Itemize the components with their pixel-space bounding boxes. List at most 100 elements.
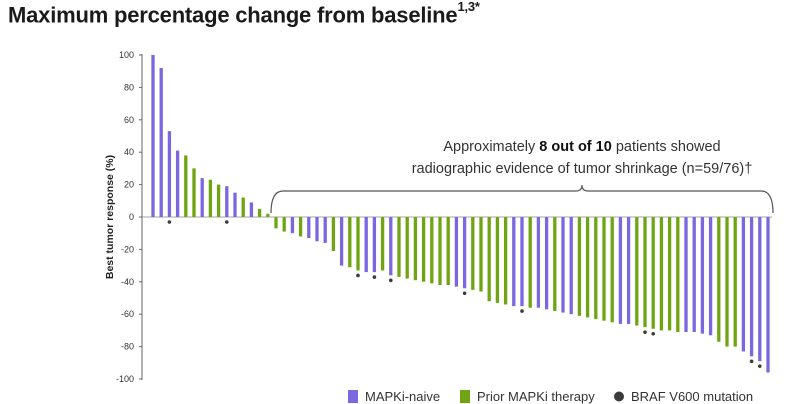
bar: [536, 217, 541, 308]
bar: [184, 155, 188, 217]
bar: [544, 217, 549, 310]
bar: [684, 217, 688, 333]
braf-mutation-marker: [372, 275, 377, 279]
braf-mutation-marker: [758, 364, 762, 368]
bar: [266, 213, 270, 217]
bar: [315, 217, 319, 242]
bar: [479, 217, 483, 292]
shrinkage-bracket: [270, 184, 774, 214]
bar: [331, 217, 336, 252]
bar: [594, 217, 598, 320]
bar: [159, 67, 163, 218]
bar: [717, 217, 721, 342]
y-tick-label: 80: [124, 82, 134, 92]
legend-label-prior-mapki: Prior MAPKi therapy: [477, 389, 595, 404]
bar: [618, 217, 623, 324]
title-superscript: 1,3*: [457, 0, 480, 14]
bar: [421, 217, 426, 282]
braf-mutation-marker: [389, 278, 393, 283]
bar: [290, 217, 295, 234]
y-tick-label: -60: [121, 309, 134, 319]
bar: [372, 217, 377, 273]
bar: [454, 217, 459, 287]
bar: [643, 217, 647, 328]
y-tick-label: -100: [116, 374, 134, 384]
annotation-line-2: radiographic evidence of tumor shrinkage…: [412, 161, 753, 177]
y-axis-label: Best tumor response (%): [104, 155, 116, 279]
bar: [257, 208, 262, 217]
y-tick-label: 60: [124, 115, 134, 125]
bar: [430, 217, 434, 284]
legend-swatch-mapki-naive: [348, 390, 358, 403]
braf-mutation-marker: [643, 330, 647, 334]
title-text: Maximum percentage change from baseline: [8, 2, 458, 28]
braf-mutation-marker: [749, 359, 754, 364]
mutation-marker-group: [167, 220, 762, 368]
bar: [298, 217, 303, 237]
bar: [626, 217, 631, 324]
bar: [487, 217, 491, 302]
bar: [512, 217, 516, 307]
bar: [175, 150, 180, 217]
y-tick-label: 20: [124, 180, 134, 190]
bar: [495, 217, 500, 303]
bar: [692, 217, 696, 333]
bar: [708, 217, 713, 336]
bar: [741, 217, 746, 352]
bar: [216, 184, 221, 217]
page-title: Maximum percentage change from baseline1…: [8, 0, 480, 28]
bar: [700, 217, 705, 334]
bar: [553, 217, 557, 311]
braf-mutation-marker: [167, 220, 172, 224]
braf-mutation-marker: [225, 220, 229, 224]
y-axis: 100 80 60 40 20 0 -20 -40 -60 -80 -100: [116, 50, 772, 384]
braf-mutation-marker: [520, 309, 524, 313]
bar: [307, 217, 311, 239]
bar: [282, 217, 286, 232]
bar: [635, 217, 639, 326]
bar: [602, 217, 606, 321]
y-tick-label: 40: [124, 147, 134, 157]
bar: [561, 217, 565, 313]
bar: [446, 217, 450, 286]
bar: [200, 178, 204, 217]
braf-mutation-marker: [651, 331, 655, 336]
bar: [413, 217, 418, 281]
bar: [659, 217, 664, 331]
legend-label-braf-mutation: BRAF V600 mutation: [631, 389, 753, 404]
legend-label-mapki-naive: MAPKi-naive: [365, 389, 440, 404]
braf-mutation-marker: [356, 273, 360, 278]
y-tick-label: -40: [121, 277, 134, 287]
bar: [323, 217, 327, 243]
braf-mutation-marker: [462, 291, 467, 296]
bar: [233, 192, 237, 217]
bar: [208, 179, 213, 217]
bar: [725, 217, 729, 347]
legend-marker-braf-mutation: [614, 391, 624, 402]
bar: [577, 217, 582, 316]
bar: [471, 217, 475, 290]
y-tick-label: 0: [129, 212, 134, 222]
y-tick-label: -80: [121, 342, 134, 352]
bar: [585, 217, 590, 318]
bar: [356, 217, 360, 271]
bar: [749, 217, 754, 357]
bar: [651, 217, 655, 329]
bar: [225, 186, 229, 217]
bar: [348, 217, 352, 268]
bar: [528, 217, 532, 308]
bar: [389, 217, 393, 276]
bar: [249, 202, 254, 217]
bracket-path: [270, 184, 774, 214]
bar: [758, 217, 762, 362]
bar: [667, 217, 672, 331]
bar: [397, 217, 401, 277]
bar: [274, 217, 278, 229]
bar: [766, 217, 770, 373]
bar: [167, 131, 172, 217]
bar: [610, 217, 614, 323]
bar: [380, 217, 385, 271]
bar: [569, 217, 573, 315]
bar: [405, 217, 409, 279]
